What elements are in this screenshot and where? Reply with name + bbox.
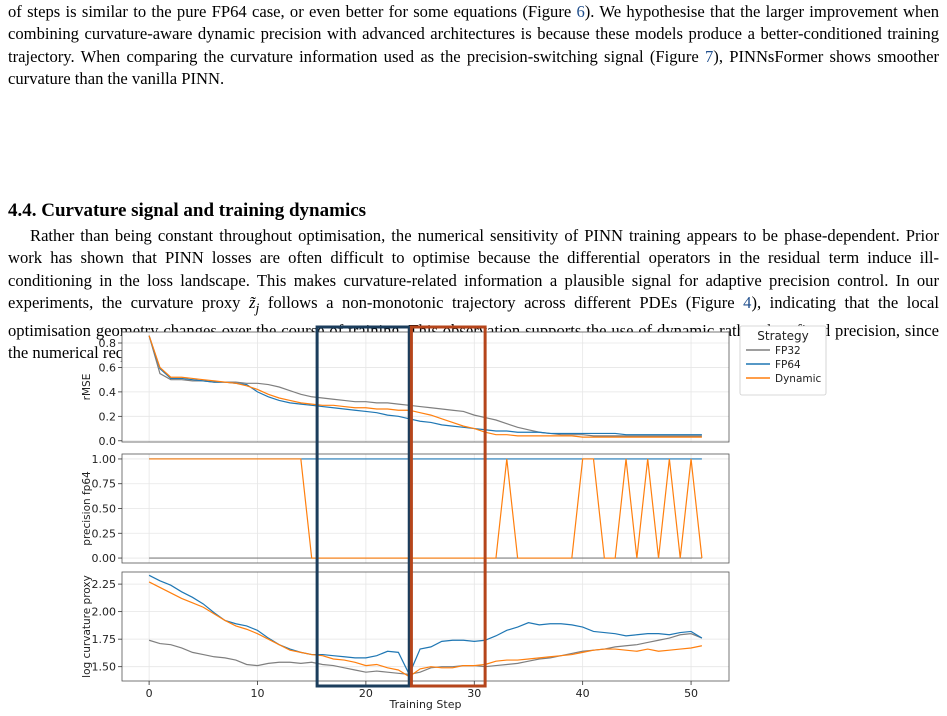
x-tick-label: 20 xyxy=(359,687,373,700)
y-tick-label: 0.4 xyxy=(99,386,117,399)
figure-training-dynamics: 0.0 0.2 0.4 0.6 0.8 rMSE 0.00 0.25 0.50 0.75 1.00 p… xyxy=(0,318,947,716)
figure-ref-6[interactable]: 6 xyxy=(576,2,584,21)
y-axis-label: rMSE xyxy=(81,374,93,401)
legend-label-fp32: FP32 xyxy=(775,345,801,357)
y-tick-label: 1.75 xyxy=(92,633,117,646)
x-tick-label: 50 xyxy=(684,687,698,700)
y-tick-label: 0.2 xyxy=(99,410,117,423)
y-tick-label: 0.50 xyxy=(92,503,117,516)
panel-background xyxy=(122,572,729,681)
y-tick-label: 0.00 xyxy=(92,552,117,565)
legend-title: Strategy xyxy=(757,329,808,343)
x-tick-label: 30 xyxy=(467,687,481,700)
y-tick-label: 0.0 xyxy=(99,435,117,448)
paragraph-intro: of steps is similar to the pure FP64 cas… xyxy=(8,1,939,90)
y-axis-label: log curvature proxy xyxy=(81,575,93,678)
x-axis-label: Training Step xyxy=(389,698,462,711)
x-tick-label: 10 xyxy=(250,687,264,700)
section-heading: 4.4. Curvature signal and training dynam… xyxy=(8,200,366,222)
x-tick-label: 0 xyxy=(146,687,153,700)
y-axis-label: precision fp64 xyxy=(81,471,93,546)
y-tick-label: 0.8 xyxy=(99,337,117,350)
legend-label-fp64: FP64 xyxy=(775,359,801,371)
y-tick-label: 2.25 xyxy=(92,578,117,591)
y-tick-label: 0.25 xyxy=(92,527,117,540)
x-tick-label: 40 xyxy=(576,687,590,700)
legend-label-dynamic: Dynamic xyxy=(775,373,822,385)
y-tick-label: 0.75 xyxy=(92,478,117,491)
y-tick-label: 0.6 xyxy=(99,361,117,374)
y-tick-label: 1.50 xyxy=(92,661,117,674)
panel-background xyxy=(122,332,729,442)
y-tick-label: 2.00 xyxy=(92,606,117,619)
y-tick-label: 1.00 xyxy=(92,453,117,466)
